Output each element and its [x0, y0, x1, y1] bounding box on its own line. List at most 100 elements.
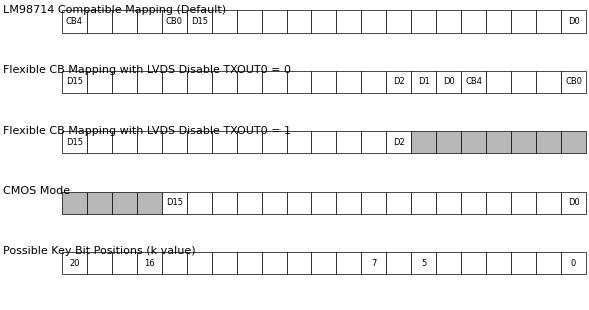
Bar	[486, 192, 511, 214]
Text: CB0: CB0	[565, 77, 582, 86]
Bar	[237, 10, 262, 33]
Bar	[386, 71, 411, 93]
Bar	[461, 192, 486, 214]
Bar	[187, 71, 211, 93]
Bar	[436, 252, 461, 274]
Bar	[312, 71, 336, 93]
Text: 20: 20	[69, 259, 80, 268]
Bar	[237, 192, 262, 214]
Bar	[362, 192, 386, 214]
Bar	[162, 71, 187, 93]
Bar	[362, 71, 386, 93]
Bar	[62, 10, 87, 33]
Text: D0: D0	[568, 17, 580, 26]
Bar	[336, 71, 362, 93]
Bar	[211, 71, 237, 93]
Text: D2: D2	[393, 77, 405, 86]
Bar	[461, 131, 486, 153]
Bar	[536, 10, 561, 33]
Bar	[112, 252, 137, 274]
Text: CMOS Mode: CMOS Mode	[3, 186, 70, 196]
Bar	[561, 10, 586, 33]
Bar	[137, 252, 162, 274]
Bar	[336, 252, 362, 274]
Bar	[137, 10, 162, 33]
Bar	[112, 10, 137, 33]
Text: Flexible CB Mapping with LVDS Disable TXOUT0 = 1: Flexible CB Mapping with LVDS Disable TX…	[3, 126, 291, 135]
Bar	[62, 192, 87, 214]
Bar	[87, 71, 112, 93]
Bar	[286, 192, 312, 214]
Bar	[137, 192, 162, 214]
Bar	[561, 192, 586, 214]
Text: CB0: CB0	[166, 17, 183, 26]
Bar	[262, 252, 286, 274]
Bar	[87, 252, 112, 274]
Text: CB4: CB4	[465, 77, 482, 86]
Bar	[162, 252, 187, 274]
Bar	[461, 252, 486, 274]
Bar	[336, 192, 362, 214]
Bar	[411, 192, 436, 214]
Bar	[211, 10, 237, 33]
Bar	[211, 131, 237, 153]
Text: Flexible CB Mapping with LVDS Disable TXOUT0 = 0: Flexible CB Mapping with LVDS Disable TX…	[3, 65, 291, 75]
Bar	[536, 252, 561, 274]
Bar	[436, 192, 461, 214]
Bar	[187, 192, 211, 214]
Bar	[211, 252, 237, 274]
Bar	[87, 131, 112, 153]
Bar	[536, 131, 561, 153]
Bar	[336, 131, 362, 153]
Bar	[262, 71, 286, 93]
Bar	[511, 71, 536, 93]
Text: LM98714 Compatible Mapping (Default): LM98714 Compatible Mapping (Default)	[3, 5, 226, 15]
Bar	[286, 252, 312, 274]
Bar	[137, 131, 162, 153]
Bar	[312, 252, 336, 274]
Text: Possible Key Bit Positions (k value): Possible Key Bit Positions (k value)	[3, 246, 196, 256]
Bar	[486, 131, 511, 153]
Bar	[62, 252, 87, 274]
Text: D15: D15	[66, 138, 83, 147]
Text: D15: D15	[66, 77, 83, 86]
Bar	[362, 10, 386, 33]
Bar	[386, 252, 411, 274]
Bar	[237, 131, 262, 153]
Bar	[536, 192, 561, 214]
Bar	[486, 252, 511, 274]
Text: D0: D0	[443, 77, 455, 86]
Bar	[511, 10, 536, 33]
Bar	[312, 10, 336, 33]
Bar	[461, 10, 486, 33]
Bar	[137, 71, 162, 93]
Bar	[162, 10, 187, 33]
Text: D0: D0	[568, 198, 580, 207]
Bar	[436, 131, 461, 153]
Bar	[286, 131, 312, 153]
Bar	[511, 192, 536, 214]
Text: 16: 16	[144, 259, 154, 268]
Bar	[62, 131, 87, 153]
Text: 0: 0	[571, 259, 576, 268]
Bar	[386, 192, 411, 214]
Bar	[486, 71, 511, 93]
Bar	[511, 131, 536, 153]
Bar	[187, 10, 211, 33]
Bar	[386, 131, 411, 153]
Bar	[312, 192, 336, 214]
Bar	[362, 252, 386, 274]
Bar	[486, 10, 511, 33]
Bar	[211, 192, 237, 214]
Text: D2: D2	[393, 138, 405, 147]
Bar	[187, 252, 211, 274]
Text: CB4: CB4	[66, 17, 83, 26]
Bar	[286, 71, 312, 93]
Bar	[286, 10, 312, 33]
Bar	[411, 252, 436, 274]
Bar	[436, 71, 461, 93]
Bar	[112, 192, 137, 214]
Bar	[87, 10, 112, 33]
Bar	[411, 10, 436, 33]
Bar	[411, 71, 436, 93]
